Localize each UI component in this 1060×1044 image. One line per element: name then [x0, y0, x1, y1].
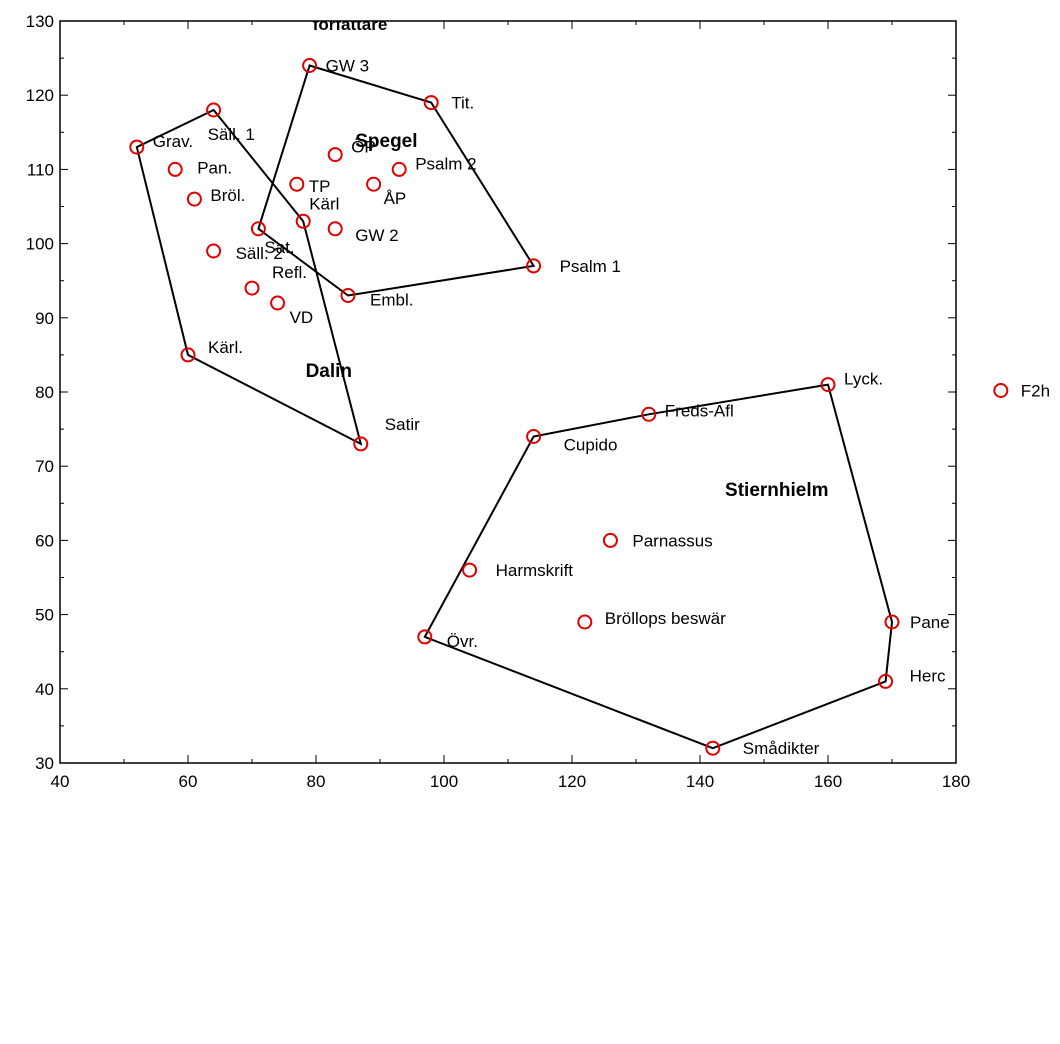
data-point [289, 176, 305, 192]
data-point [641, 406, 657, 422]
data-point [526, 258, 542, 274]
point-label: Smådikter [743, 739, 820, 758]
point-label: Tit. [451, 94, 474, 113]
data-point [526, 429, 542, 444]
data-point [602, 532, 618, 548]
data-point [270, 295, 286, 311]
data-point [180, 347, 196, 363]
point-label: Satir [385, 415, 420, 434]
point-label: Säll. 2 [236, 244, 283, 263]
point-label: GW 2 [355, 226, 398, 245]
plot-frame [59, 20, 957, 764]
point-label: GW 3 [326, 57, 369, 76]
point-label: Harmskrift [496, 561, 574, 580]
point-label: Parnassus [632, 531, 712, 550]
group-label-dalin: Dalin [306, 361, 352, 382]
point-label: Herc [910, 666, 946, 685]
y-tick-label: 130 [26, 12, 54, 31]
x-tick-label: 80 [307, 772, 326, 791]
y-tick-label: 40 [35, 680, 54, 699]
y-tick-label: 60 [35, 531, 54, 550]
point-label: Bröl. [210, 186, 245, 205]
data-point [302, 58, 318, 73]
data-point [884, 614, 900, 630]
y-tick-label: 90 [35, 309, 54, 328]
point-label: Övr. [447, 632, 478, 651]
point-label: Kärl. [208, 338, 243, 357]
data-points: GW 3 Tit. Säll. 1 Grav. ÖP Pan. Psalm 2 TP ÅP Brö… [129, 57, 1050, 758]
x-tick-label: 40 [51, 772, 70, 791]
data-point [366, 176, 382, 192]
data-point [129, 139, 145, 155]
data-point [327, 147, 343, 163]
point-label: Kärl [309, 194, 339, 213]
hull-spegel [257, 64, 536, 297]
axes: 40 60 80 100 120 140 160 1803040506070809010011… [26, 12, 971, 791]
hull-stiernhielm [423, 383, 894, 750]
y-tick-label: 50 [35, 606, 54, 625]
data-point [993, 383, 1009, 398]
data-point [206, 243, 222, 259]
x-tick-label: 120 [558, 772, 586, 791]
chart-title: författare [313, 15, 388, 34]
point-label: TP [309, 177, 331, 196]
data-point [423, 95, 439, 111]
data-point [417, 629, 433, 645]
point-label: Bröllops beswär [605, 609, 726, 628]
group-hulls [135, 64, 894, 750]
point-label: Lyck. [844, 370, 883, 389]
group-label-spegel: Spegel [355, 131, 417, 152]
data-point [878, 673, 894, 689]
point-label: Pane [910, 613, 950, 632]
point-label: ÅP [384, 189, 407, 208]
x-tick-label: 60 [179, 772, 198, 791]
point-label: Freds-Afl [665, 401, 734, 420]
x-tick-label: 100 [430, 772, 458, 791]
point-label: Embl. [370, 291, 413, 310]
data-point [462, 562, 478, 578]
x-tick-label: 160 [814, 772, 842, 791]
point-label: F2h [1021, 382, 1050, 401]
x-tick-label: 140 [686, 772, 714, 791]
y-tick-label: 110 [27, 160, 54, 179]
data-point [391, 161, 407, 177]
data-point [244, 280, 260, 296]
data-point [206, 102, 222, 118]
hull-dalin [135, 108, 363, 446]
data-point [577, 614, 593, 630]
data-point [167, 161, 183, 177]
x-tick-label: 180 [942, 772, 970, 791]
point-label: Pan. [197, 158, 232, 177]
data-point [327, 221, 343, 237]
data-point [186, 191, 202, 207]
point-label: Cupido [564, 436, 618, 455]
point-label: Psalm 2 [415, 154, 476, 173]
point-label: Grav. [153, 132, 193, 151]
point-label: Sat. [264, 238, 294, 257]
y-tick-label: 120 [26, 86, 54, 105]
group-labels: Spegel Dalin Stiernhielm [306, 131, 829, 501]
point-label: ÖP [351, 138, 376, 157]
y-tick-label: 80 [35, 383, 54, 402]
point-label: Psalm 1 [560, 257, 621, 276]
data-point [353, 436, 369, 452]
data-point [705, 740, 721, 756]
point-label: Refl. [272, 263, 307, 282]
point-label: Säll. 1 [208, 125, 255, 144]
point-label: VD [290, 308, 314, 327]
data-point [250, 221, 266, 237]
y-tick-label: 70 [35, 457, 54, 476]
data-point [340, 288, 356, 303]
y-tick-label: 100 [26, 235, 54, 254]
data-point [295, 213, 311, 229]
group-label-stiernhielm: Stiernhielm [725, 480, 828, 501]
data-point [820, 377, 836, 393]
y-tick-label: 30 [35, 754, 54, 773]
